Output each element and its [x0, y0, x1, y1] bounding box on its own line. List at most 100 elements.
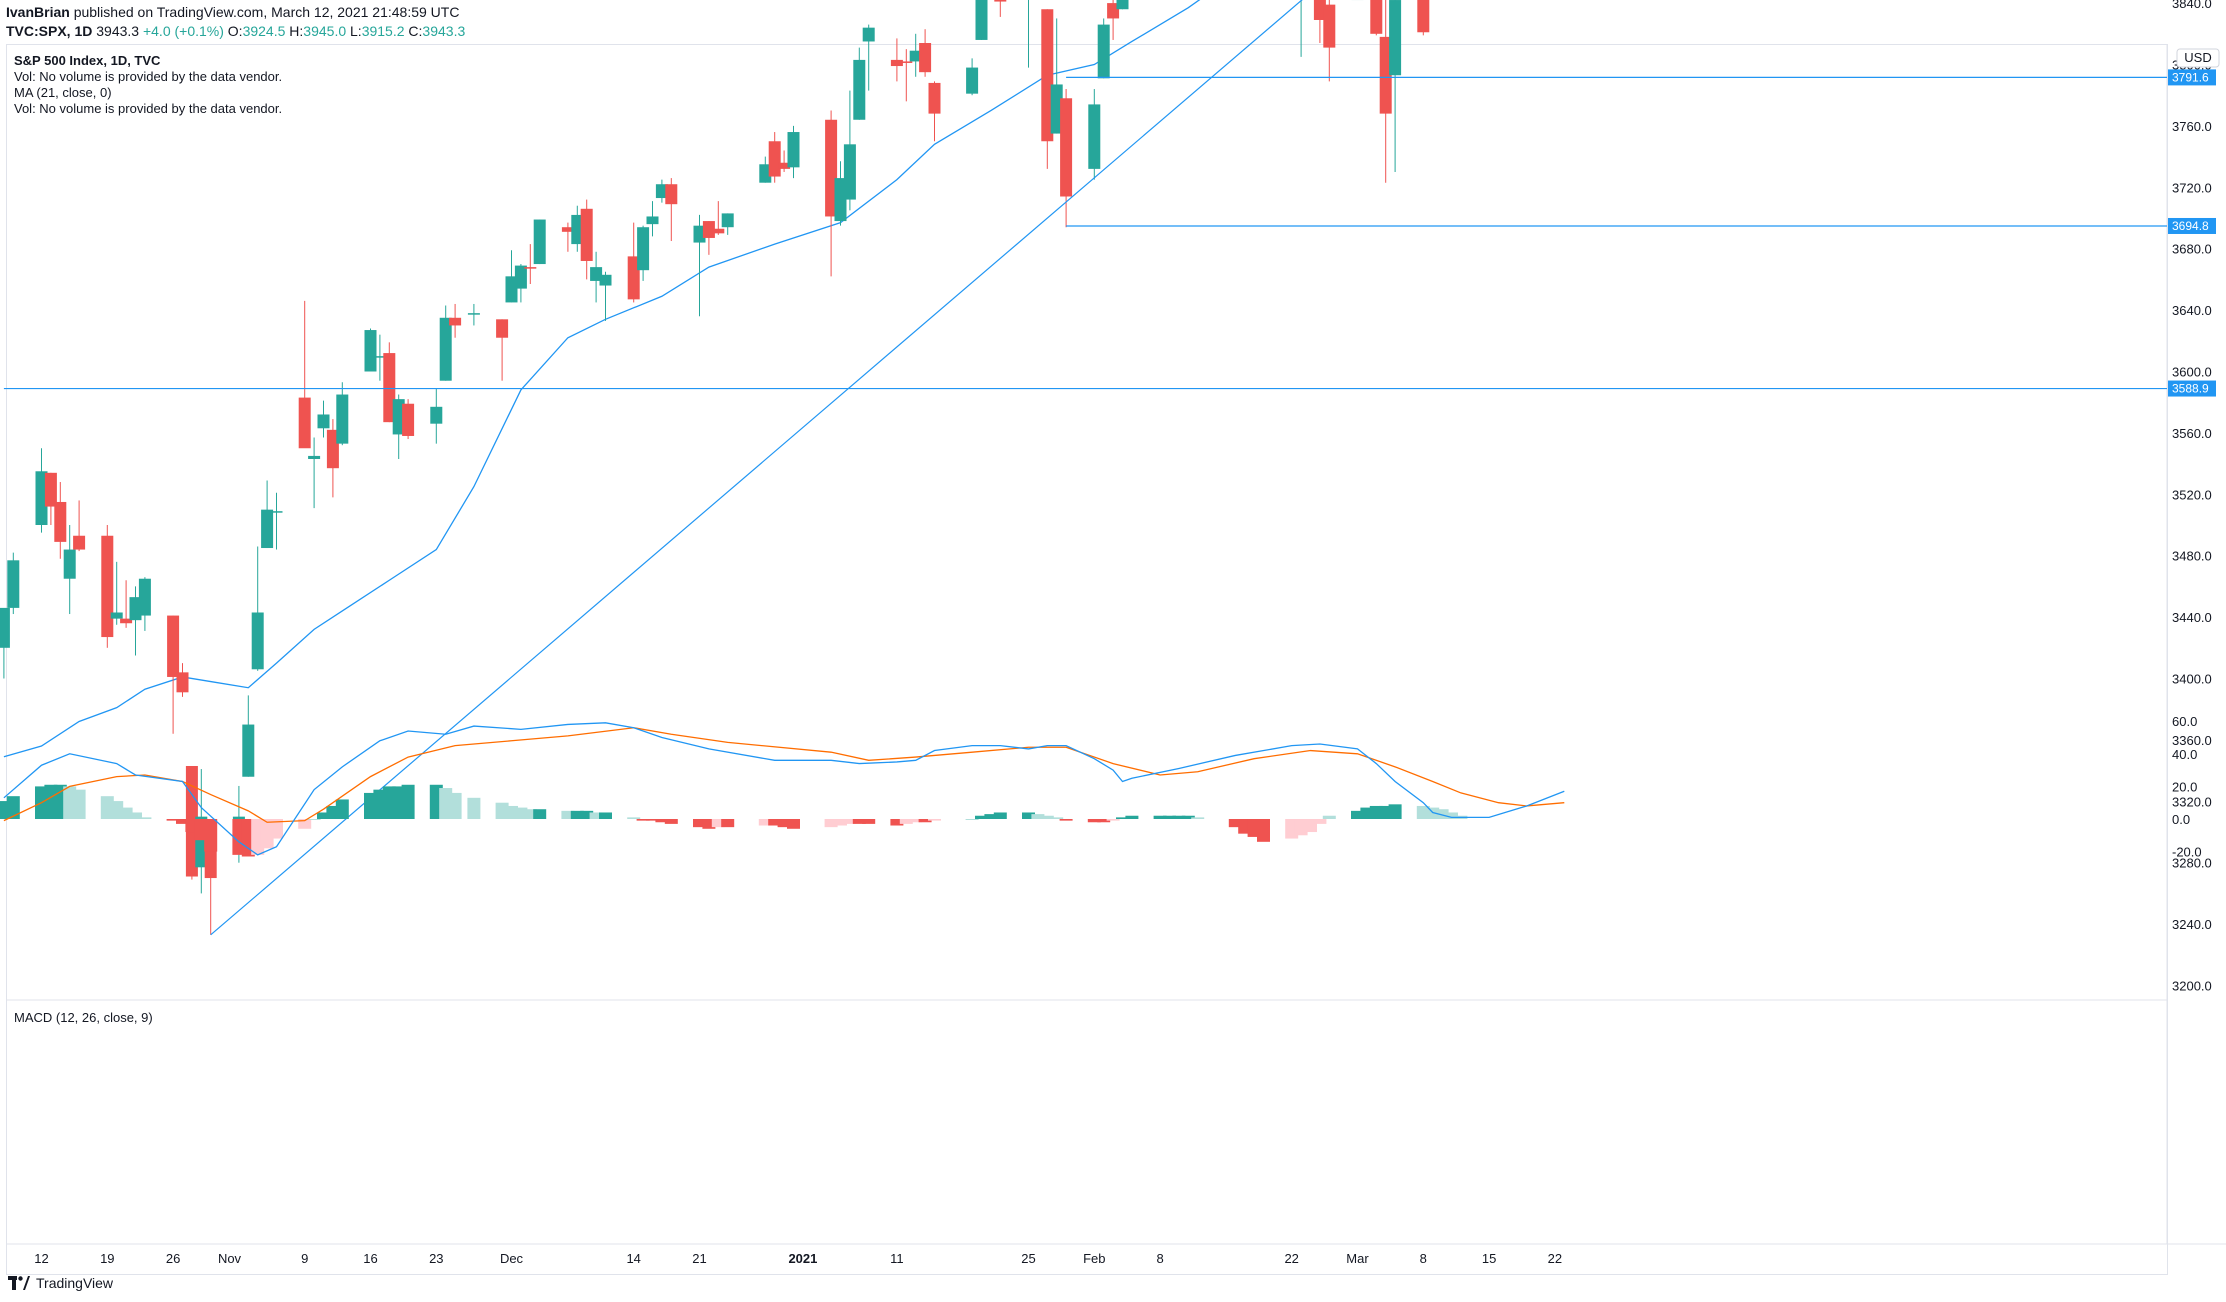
low-label: L: [350, 23, 362, 39]
candle-body [110, 612, 123, 619]
macd-histogram-bar [1153, 815, 1167, 819]
macd-histogram-bar [533, 809, 547, 819]
chart-frame [6, 44, 2168, 1275]
time-tick-label: Nov [218, 1251, 242, 1266]
candle [768, 132, 781, 183]
price-tick-label: 3680.0 [2172, 242, 2212, 257]
macd-histogram-bar [317, 812, 330, 819]
candle [637, 225, 650, 281]
price-label-bg [2168, 69, 2216, 86]
legend-vol-2[interactable]: Vol: No volume is provided by the data v… [14, 101, 283, 116]
candle-body [251, 612, 264, 670]
candle-body [627, 256, 640, 300]
candle-body [768, 141, 781, 177]
candle [449, 303, 462, 338]
ma-21-line [3, 0, 1201, 758]
macd-histogram-bar [270, 819, 283, 839]
macd-histogram-bar [176, 819, 189, 824]
macd-histogram-bar [1191, 817, 1205, 819]
candle-body [7, 560, 20, 608]
candle-body [101, 535, 114, 638]
macd-histogram-bar [589, 812, 603, 819]
price-tick-label: 3600.0 [2172, 365, 2212, 380]
candle-body [1116, 0, 1129, 10]
macd-legend-title[interactable]: MACD (12, 26, close, 9) [14, 1010, 153, 1025]
macd-histogram-bar [834, 819, 847, 826]
candle-body [505, 276, 518, 303]
currency-label: USD [2184, 50, 2211, 65]
price-tick-label: 3480.0 [2172, 549, 2212, 564]
candle [843, 90, 856, 211]
macd-histogram-bar [335, 799, 349, 819]
macd-histogram-bar [1445, 812, 1458, 819]
candle-body [35, 471, 48, 525]
macd-histogram-bar [843, 819, 857, 824]
macd-histogram-bar [523, 809, 537, 819]
candle [402, 399, 415, 440]
macd-histogram-bar [166, 819, 180, 821]
candle-body [449, 317, 462, 326]
candle-body [1313, 0, 1326, 20]
candle-body [561, 227, 574, 232]
time-axis: 12 19 26 Nov 9 16 23 Dec 14 21 2021 11 25 Feb 8 22 Mar 8 1… [34, 1251, 1562, 1266]
candle-body [439, 317, 452, 381]
legend-ma[interactable]: MA (21, close, 0) [14, 85, 112, 100]
candles-layer [0, 0, 1430, 935]
candle [0, 607, 10, 679]
candle-body [599, 274, 612, 286]
candle-body [138, 578, 151, 616]
candle [599, 271, 612, 321]
currency-badge[interactable]: USD [2176, 48, 2220, 68]
high-value: 3945.0 [303, 23, 347, 39]
macd-histogram-bar [965, 819, 979, 820]
candle-body [63, 549, 76, 579]
candle [1389, 0, 1402, 172]
macd-tick-label: -20.0 [2172, 845, 2202, 860]
candle-body [467, 313, 480, 315]
candle [505, 250, 518, 303]
time-tick-label: 22 [1284, 1251, 1298, 1266]
candle-body [73, 535, 86, 550]
price-label-text: 3694.8 [2172, 219, 2209, 233]
macd-histogram-bar [1360, 807, 1374, 819]
macd-histogram-bar [627, 817, 641, 819]
candle-body [890, 59, 903, 67]
time-tick-label: 8 [1420, 1251, 1427, 1266]
macd-lines-layer [3, 722, 1565, 856]
price-tick-label: 3320.0 [2172, 794, 2212, 809]
time-tick-label: 25 [1021, 1251, 1035, 1266]
candle-body [928, 82, 941, 114]
candle [787, 125, 800, 179]
candle-body [778, 162, 791, 169]
symbol-name: TVC:SPX, 1D [6, 23, 93, 39]
footer: TradingView [8, 1275, 113, 1291]
author-name[interactable]: IvanBrian [6, 4, 70, 20]
candle [1060, 89, 1073, 228]
candle-body [693, 225, 706, 243]
candle-body [524, 267, 537, 269]
macd-histogram-bar [1022, 812, 1035, 819]
candle [834, 161, 847, 226]
footer-brand[interactable]: TradingView [36, 1275, 114, 1291]
candle-body [364, 330, 377, 372]
candle [693, 214, 706, 317]
time-tick-label: Mar [1346, 1251, 1369, 1266]
candle-body [966, 67, 979, 94]
macd-histogram-bar [204, 819, 218, 852]
candle [167, 615, 180, 734]
macd-histogram-bar [298, 819, 312, 829]
macd-tick-label: 40.0 [2172, 747, 2197, 762]
candle [270, 492, 283, 550]
candle-body [637, 227, 650, 271]
price-label-bg [2168, 217, 2216, 234]
candle [63, 525, 76, 615]
macd-histogram-bar [1097, 819, 1111, 823]
candle [721, 213, 734, 235]
time-tick-label: 14 [626, 1251, 640, 1266]
chart-header: IvanBrian published on TradingView.com, … [6, 3, 465, 41]
legend-title[interactable]: S&P 500 Index, 1D, TVC [14, 53, 161, 68]
legend-vol-1[interactable]: Vol: No volume is provided by the data v… [14, 69, 283, 84]
macd-histogram-bar [1388, 804, 1402, 819]
